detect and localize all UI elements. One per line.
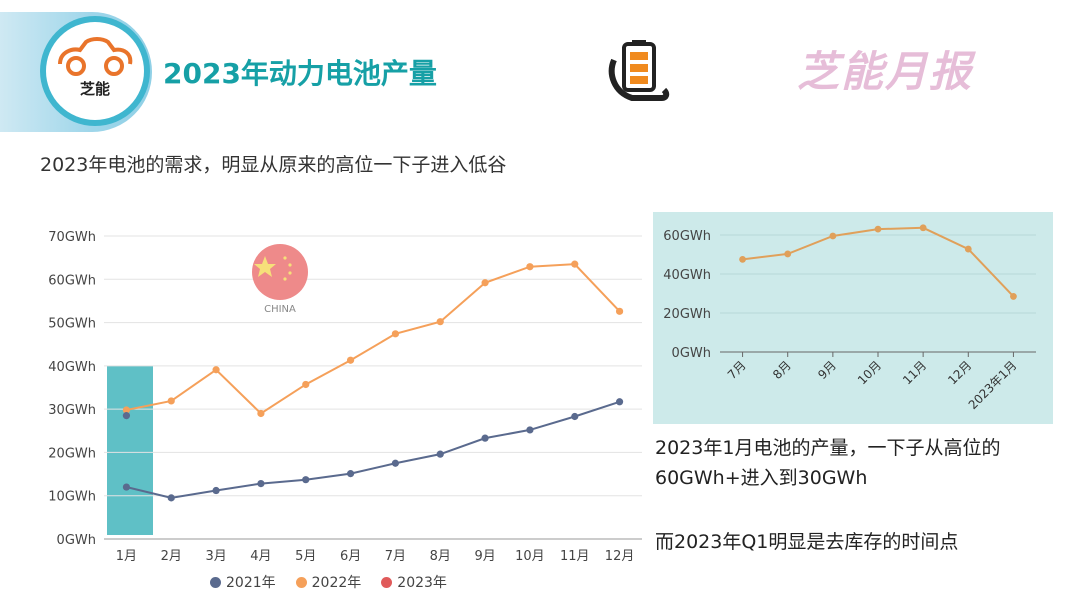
y-tick-label: 40GWh [48, 360, 96, 375]
inset-series-point [784, 250, 792, 258]
chart-legend: 2021年 2022年 2023年 [210, 572, 447, 592]
x-tick-label: 2月 [161, 549, 182, 564]
inset-series-point [919, 224, 927, 232]
logo: 芝能 [46, 22, 144, 120]
brand-logo: 芝能月报 [797, 47, 974, 96]
flag-small-star [283, 256, 287, 260]
inset-series-point [1010, 293, 1017, 300]
series-2022-point [391, 330, 400, 338]
inset-y-tick-label: 20GWh [663, 307, 711, 322]
y-tick-label: 70GWh [48, 230, 96, 245]
series-2021-point [212, 486, 220, 495]
series-2022-point [346, 356, 355, 364]
x-tick-label: 1月 [116, 549, 137, 564]
y-tick-label: 50GWh [48, 317, 96, 332]
series-2022-point [302, 380, 310, 389]
battery-wrench-icon [608, 40, 670, 101]
subtitle: 2023年电池的需求，明显从原来的高位一下子进入低谷 [40, 154, 507, 176]
x-tick-label: 7月 [385, 549, 406, 564]
x-tick-label: 4月 [250, 549, 271, 564]
x-tick-label: 12月 [605, 549, 635, 564]
china-label: CHINA [264, 304, 296, 315]
series-2022-point [436, 318, 444, 326]
note-line-2: 60GWh+进入到30GWh [655, 467, 868, 489]
china-flag-circle [252, 244, 308, 300]
inset-series-point [964, 245, 972, 253]
inset-y-tick-label: 60GWh [663, 229, 711, 244]
page-title: 2023年动力电池产量 [163, 57, 437, 90]
series-2021-point [615, 398, 624, 406]
note-line-3: 而2023年Q1明显是去库存的时间点 [655, 531, 959, 553]
car-logo-icon [58, 37, 133, 76]
flag-small-star [288, 271, 292, 275]
legend-label-2022: 2022年 [311, 575, 362, 591]
x-tick-label: 10月 [515, 549, 545, 564]
y-tick-label: 10GWh [48, 490, 96, 505]
inset-series-point [739, 255, 746, 263]
legend-item-2022: 2022年 [295, 572, 362, 592]
series-2022-point [526, 263, 534, 271]
logo-text: 芝能 [79, 80, 110, 98]
series-2022-point [615, 307, 624, 315]
series-2021-point [481, 434, 489, 442]
series-2021-point [526, 426, 534, 434]
legend-item-2023: 2023年 [381, 572, 447, 592]
series-2022-line [126, 263, 621, 415]
series-2022-point [571, 260, 579, 268]
x-tick-label: 6月 [340, 549, 361, 564]
series-2022-point [212, 366, 220, 374]
jan-highlight-box [107, 365, 153, 535]
series-2021-line [126, 400, 620, 499]
inset-y-tick-label: 40GWh [663, 268, 711, 283]
series-2023-point [122, 412, 131, 420]
series-2021-point [436, 450, 444, 458]
x-tick-label: 9月 [474, 549, 495, 564]
legend-label-2021: 2021年 [226, 575, 276, 591]
note-line-1: 2023年1月电池的产量，一下子从高位的 [655, 437, 1001, 459]
legend-dot-2021 [210, 577, 221, 588]
y-tick-label: 20GWh [48, 446, 96, 461]
inset-series-point [829, 232, 837, 240]
y-tick-label: 0GWh [57, 533, 96, 548]
series-2022-point [481, 279, 489, 287]
y-tick-label: 60GWh [48, 273, 96, 288]
inset-background [653, 212, 1053, 424]
x-tick-label: 11月 [560, 549, 590, 564]
series-2021-point [391, 459, 400, 467]
x-tick-label: 5月 [295, 549, 316, 564]
flag-star [254, 256, 276, 277]
series-2022-point [257, 409, 265, 418]
inset-y-tick-label: 0GWh [672, 346, 711, 361]
legend-dot-2023 [381, 577, 393, 588]
legend-dot-2022 [295, 577, 307, 588]
series-2021-point [122, 483, 131, 491]
y-tick-label: 30GWh [48, 403, 96, 418]
main-line-chart: 0GWh 10GWh 20GWh 30GWh 40GWh 50GWh 60GWh 70GWh 1… [48, 230, 642, 564]
flag-small-star [288, 263, 292, 267]
inset-series-point [874, 225, 882, 233]
series-2022-point [167, 397, 175, 405]
x-tick-label: 8月 [430, 549, 451, 564]
series-2021-point [571, 412, 579, 421]
series-2021-point [257, 479, 265, 488]
legend-label-2023: 2023年 [397, 575, 447, 591]
series-2021-point [302, 476, 310, 484]
legend-item-2021: 2021年 [210, 572, 276, 592]
series-2021-point [167, 494, 175, 502]
series-2021-point [346, 470, 355, 478]
x-tick-label: 3月 [205, 549, 226, 564]
series-2022-point [122, 406, 131, 414]
flag-small-star [283, 277, 287, 281]
